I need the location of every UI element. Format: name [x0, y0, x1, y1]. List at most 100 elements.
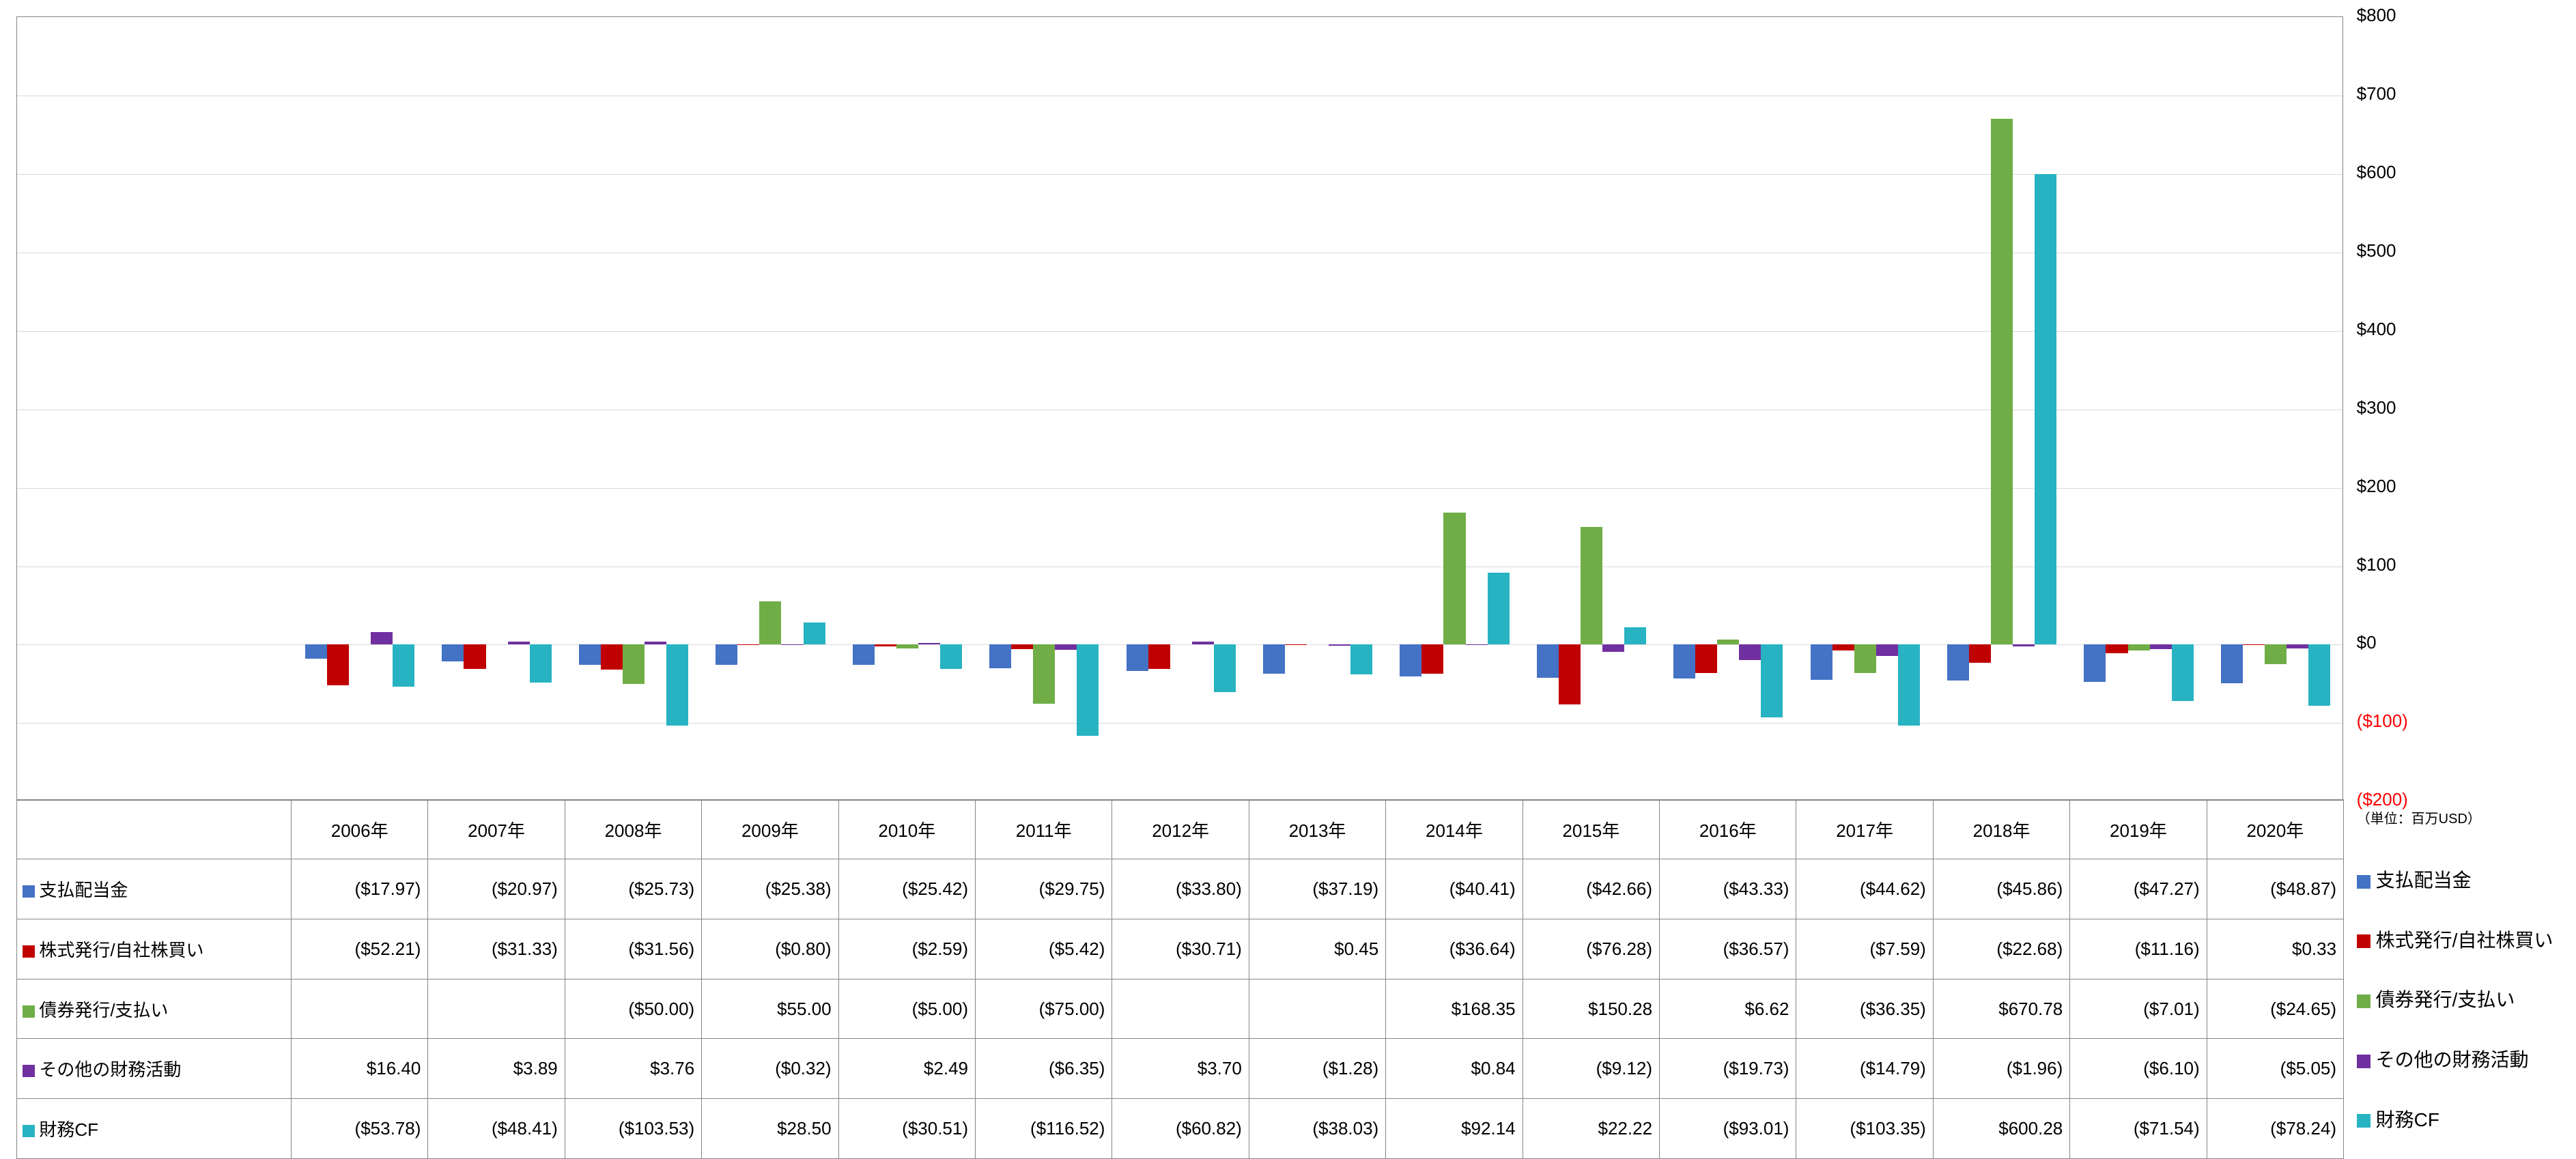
value-cell: ($1.28) [1249, 1039, 1385, 1099]
value-cell: ($22.68) [1933, 919, 2069, 979]
value-cell [291, 979, 427, 1039]
value-cell: ($29.75) [976, 859, 1112, 919]
chart-area [16, 16, 2343, 801]
bar-debt [2128, 644, 2150, 650]
year-header: 2011年 [976, 799, 1112, 859]
bar-stock [1011, 644, 1033, 648]
value-cell: ($7.01) [2070, 979, 2207, 1039]
y-tick-label: $800 [2357, 5, 2396, 26]
value-cell: $670.78 [1933, 979, 2069, 1039]
value-cell: ($2.59) [838, 919, 975, 979]
right-legend-item: 財務CF [2357, 1105, 2439, 1132]
bar-other [1602, 644, 1624, 651]
series-name: 債券発行/支払い [2376, 989, 2515, 1010]
value-cell: ($36.57) [1660, 919, 1796, 979]
value-cell: ($5.00) [838, 979, 975, 1039]
value-cell: ($17.97) [291, 859, 427, 919]
value-cell: ($24.65) [2207, 979, 2343, 1039]
year-header: 2018年 [1933, 799, 2069, 859]
value-cell [428, 979, 565, 1039]
table-row: 財務CF($53.78)($48.41)($103.53)$28.50($30.… [17, 1098, 2344, 1158]
value-cell: $3.70 [1112, 1039, 1249, 1099]
value-cell: ($78.24) [2207, 1098, 2343, 1158]
value-cell: $3.89 [428, 1039, 565, 1099]
legend-swatch [2357, 1114, 2370, 1128]
value-cell: ($30.51) [838, 1098, 975, 1158]
bar-stock [1832, 644, 1854, 650]
data-table-area: 2006年2007年2008年2009年2010年2011年2012年2013年… [16, 799, 2344, 1159]
bar-dividends [1811, 644, 1832, 679]
bar-other [2013, 644, 2035, 646]
value-cell: ($31.56) [565, 919, 701, 979]
value-cell: ($0.32) [702, 1039, 838, 1099]
value-cell: ($25.38) [702, 859, 838, 919]
bar-financing_cf [666, 644, 688, 726]
value-cell: ($38.03) [1249, 1098, 1385, 1158]
bar-debt [623, 644, 645, 683]
value-cell: ($103.53) [565, 1098, 701, 1158]
bar-dividends [1400, 644, 1421, 676]
bar-stock [875, 644, 896, 646]
value-cell [1112, 979, 1249, 1039]
year-header: 2020年 [2207, 799, 2343, 859]
value-cell: $2.49 [838, 1039, 975, 1099]
legend-swatch [2357, 995, 2370, 1008]
y-tick-label: $0 [2357, 632, 2377, 653]
y-tick-label: $200 [2357, 476, 2396, 497]
value-cell: $55.00 [702, 979, 838, 1039]
legend-swatch [2357, 1055, 2370, 1068]
bar-dividends [2221, 644, 2243, 683]
right-legend-item: 株式発行/自社株買い [2357, 926, 2553, 953]
value-cell: $28.50 [702, 1098, 838, 1158]
bar-other [371, 632, 393, 645]
bar-financing_cf [1214, 644, 1236, 692]
value-cell: ($30.71) [1112, 919, 1249, 979]
y-tick-label: $300 [2357, 397, 2396, 418]
bar-other [918, 643, 940, 645]
value-cell: ($25.42) [838, 859, 975, 919]
bar-stock [601, 644, 623, 669]
data-table: 2006年2007年2008年2009年2010年2011年2012年2013年… [16, 799, 2344, 1159]
value-cell: ($116.52) [976, 1098, 1112, 1158]
table-row: 株式発行/自社株買い($52.21)($31.33)($31.56)($0.80… [17, 919, 2344, 979]
series-name: 株式発行/自社株買い [39, 940, 203, 960]
legend-swatch [23, 1065, 35, 1077]
bar-dividends [1127, 644, 1148, 671]
right-legend-item: その他の財務活動 [2357, 1045, 2529, 1072]
table-corner-cell [17, 799, 292, 859]
bar-financing_cf [1761, 644, 1783, 717]
legend-swatch [23, 885, 35, 898]
series-name: 支払配当金 [39, 880, 128, 900]
bar-stock [2106, 644, 2127, 653]
series-name: 株式発行/自社株買い [2376, 930, 2553, 951]
year-header: 2008年 [565, 799, 701, 859]
value-cell: $150.28 [1523, 979, 1659, 1039]
bar-stock [1148, 644, 1170, 668]
bar-stock [464, 644, 485, 669]
value-cell: ($1.96) [1933, 1039, 2069, 1099]
table-row: 債券発行/支払い($50.00)$55.00($5.00)($75.00)$16… [17, 979, 2344, 1039]
value-cell: ($43.33) [1660, 859, 1796, 919]
gridline [17, 723, 2343, 724]
bar-debt [1443, 513, 1465, 644]
bar-financing_cf [2035, 174, 2056, 645]
value-cell: ($60.82) [1112, 1098, 1249, 1158]
series-label-cell: その他の財務活動 [17, 1039, 292, 1099]
series-name: その他の財務活動 [39, 1059, 181, 1080]
table-row: その他の財務活動$16.40$3.89$3.76($0.32)$2.49($6.… [17, 1039, 2344, 1099]
value-cell: ($75.00) [976, 979, 1112, 1039]
value-cell: ($76.28) [1523, 919, 1659, 979]
value-cell: ($6.35) [976, 1039, 1112, 1099]
bar-debt [1854, 644, 1876, 673]
year-header: 2016年 [1660, 799, 1796, 859]
value-cell: ($9.12) [1523, 1039, 1659, 1099]
bar-financing_cf [2308, 644, 2330, 706]
legend-swatch [23, 1125, 35, 1137]
value-cell: ($45.86) [1933, 859, 2069, 919]
value-cell: ($19.73) [1660, 1039, 1796, 1099]
y-tick-label: ($100) [2357, 711, 2408, 732]
year-header: 2013年 [1249, 799, 1385, 859]
series-label-cell: 債券発行/支払い [17, 979, 292, 1039]
unit-label: （単位：百万USD） [2357, 807, 2481, 827]
series-label-cell: 株式発行/自社株買い [17, 919, 292, 979]
